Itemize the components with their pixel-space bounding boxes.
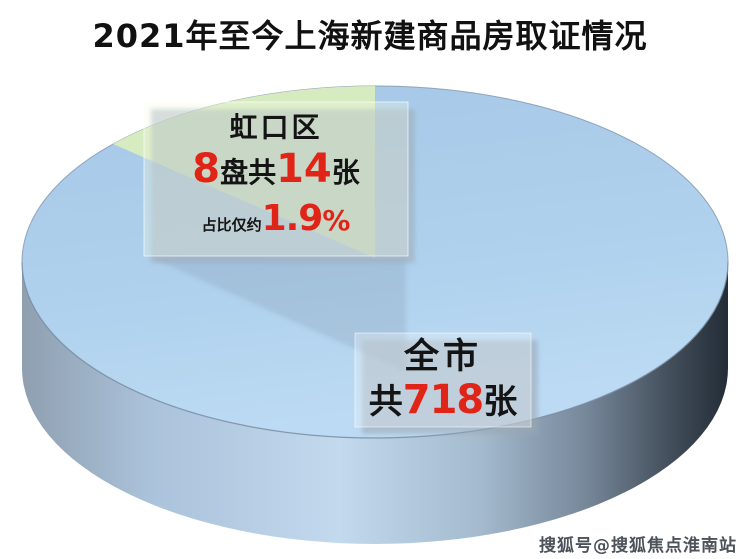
citywide-label-box [354,332,532,428]
label-box-cast-shadow [150,257,406,372]
pie-top-lower-edge [21,261,729,439]
watermark: 搜狐号@搜狐焦点淮南站 [539,536,737,556]
hongkou-box-shadow [151,109,415,263]
citywide-box-shadow [362,340,538,434]
citywide-count-unit: 张 [483,382,518,422]
chart-title: 2021年至今上海新建商品房取证情况 [92,17,648,55]
hongkou-share-line: 占比仅约1.9% [202,199,351,239]
hongkou-label-box [143,101,409,257]
hongkou-label: 虹口区 8盘共14张 占比仅约1.9% [144,102,408,256]
hongkou-project-unit: 盘共 [220,156,277,189]
hongkou-share-value: 1.9 [261,198,324,239]
citywide-counts-line: 共718张 [369,377,518,423]
pie-side [22,262,728,544]
hongkou-certificate-count: 14 [276,146,332,192]
hongkou-district-name: 虹口区 [229,111,323,144]
hongkou-share-percent-sign: % [322,204,351,237]
hongkou-share-prefix: 占比仅约 [201,216,262,234]
hongkou-counts-line: 8盘共14张 [192,146,360,192]
citywide-count-prefix: 共 [368,382,403,422]
hongkou-certificate-unit: 张 [331,156,360,189]
hongkou-project-count: 8 [192,146,221,192]
citywide-label: 全市 共718张 [355,333,531,427]
citywide-name: 全市 [403,337,482,377]
citywide-certificate-count: 718 [402,377,484,423]
